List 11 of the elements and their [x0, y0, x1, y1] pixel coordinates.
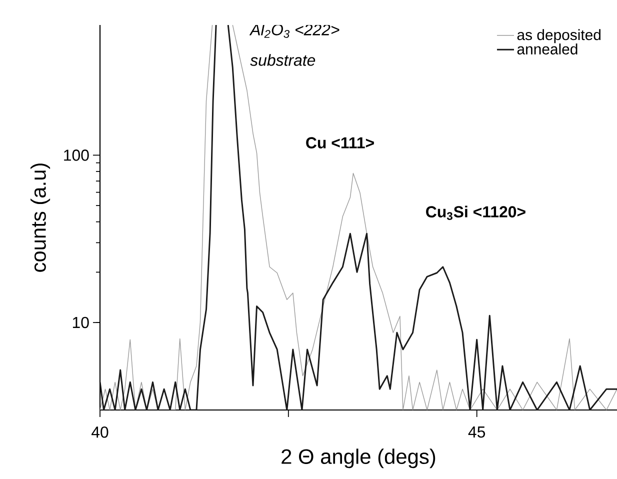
- x-tick-label: 40: [91, 426, 108, 438]
- x-axis-title: 2 Θ angle (degs): [282, 448, 436, 468]
- legend-label: as deposited: [517, 29, 600, 44]
- annotation: Cu <111>: [306, 137, 374, 148]
- y-axis-title: counts (a.u): [30, 164, 50, 272]
- x-tick-label: 45: [468, 426, 486, 438]
- y-tick-label: 100: [64, 150, 89, 161]
- annotation: substrate: [250, 54, 316, 66]
- legend-label: annealed: [517, 43, 578, 54]
- y-tick-label: 10: [72, 316, 89, 328]
- annotation: Cu$_{3}$Si <1120>: [426, 206, 526, 220]
